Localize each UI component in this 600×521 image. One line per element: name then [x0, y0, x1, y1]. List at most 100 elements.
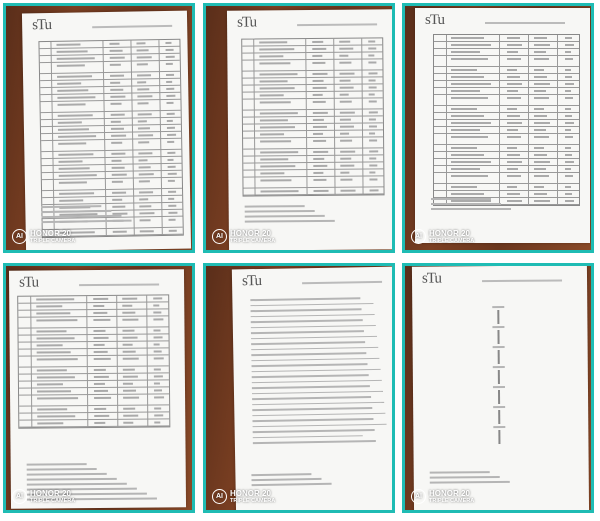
camera-watermark: AI HONOR 20 TRIPLE CAMERA [411, 489, 474, 504]
flowchart-step [492, 325, 505, 328]
photo-panel: sTu AI HONOR 20 TRIPLE CAMERA [402, 263, 594, 513]
text-line [252, 412, 386, 417]
camera-watermark: AI HONOR 20 TRIPLE CAMERA [212, 229, 275, 244]
data-table [17, 294, 171, 429]
table-row [434, 191, 579, 198]
text-line [251, 390, 383, 395]
text-line [251, 385, 370, 389]
table-row [434, 106, 579, 113]
photo-panel: sTu AI HONOR 20 TRIPLE CAMERA [3, 263, 195, 513]
table-row [434, 56, 579, 67]
text-line [252, 418, 374, 422]
text-line [251, 363, 368, 367]
watermark-brand: HONOR 20 [429, 228, 470, 238]
footer-text [244, 219, 335, 223]
text-line [251, 374, 369, 378]
table-row [434, 134, 579, 145]
watermark-sub: TRIPLE CAMERA [30, 237, 76, 244]
flowchart-step [493, 405, 506, 408]
text-line [251, 357, 380, 362]
document-page: sTu [411, 266, 590, 510]
flowchart-step [492, 305, 505, 308]
footer-text [244, 205, 305, 208]
text-line [250, 324, 376, 329]
camera-watermark: AI HONOR 20 TRIPLE CAMERA [12, 229, 75, 244]
text-line [251, 352, 367, 356]
company-logo: sTu [425, 12, 445, 28]
company-logo: sTu [241, 272, 262, 290]
watermark-brand: HONOR 20 [30, 488, 71, 498]
table-row [434, 42, 579, 49]
table-row [434, 35, 579, 42]
flowchart-arrow [497, 370, 500, 385]
watermark-sub: TRIPLE CAMERA [429, 497, 475, 504]
footer-text [251, 477, 322, 481]
honor-logo-icon: AI [212, 229, 227, 244]
photo-panel: sTu AI HONOR 20 TRIPLE CAMERA [203, 263, 395, 513]
text-line [250, 308, 362, 312]
photo-panel: sTu AI HONOR 20 TRIPLE CAMERA [203, 3, 395, 253]
flowchart-step [492, 345, 505, 348]
camera-watermark: AI HONOR 20 TRIPLE CAMERA [212, 489, 275, 504]
watermark-sub: TRIPLE CAMERA [30, 497, 76, 504]
flowchart-arrow [498, 410, 500, 425]
document-page: sTu [231, 266, 392, 510]
table-row [434, 127, 579, 134]
footer-text [429, 471, 490, 474]
text-line [250, 302, 374, 307]
honor-logo-icon: AI [12, 229, 27, 244]
table-row [434, 152, 579, 159]
company-logo: sTu [32, 16, 52, 34]
document-page: sTu [8, 269, 187, 509]
text-line [251, 341, 366, 345]
header-text [92, 24, 173, 29]
text-line [250, 313, 375, 318]
table-row [434, 198, 579, 205]
flowchart-arrow [498, 430, 500, 445]
footer-text [26, 477, 117, 481]
honor-logo-icon: AI [12, 489, 27, 504]
footer-text [26, 463, 87, 466]
watermark-brand: HONOR 20 [230, 228, 271, 238]
text-line [251, 379, 382, 384]
company-logo: sTu [421, 270, 442, 287]
data-table [433, 34, 580, 206]
footer-text [431, 203, 501, 205]
footer-text [251, 482, 332, 486]
table-row [434, 88, 579, 95]
footer-text [429, 476, 500, 479]
flowchart-arrow [497, 390, 500, 405]
footer-text [244, 214, 325, 218]
photo-panel: sTu AI HONOR 20 TRIPLE CAMERA [3, 3, 195, 253]
document-page: sTu [415, 8, 590, 243]
watermark-sub: TRIPLE CAMERA [230, 497, 276, 504]
watermark-sub: TRIPLE CAMERA [429, 237, 475, 244]
honor-logo-icon: AI [411, 229, 426, 244]
table-row [434, 159, 579, 166]
table-row [434, 95, 579, 106]
text-line [250, 319, 363, 323]
header-text [297, 23, 378, 27]
camera-watermark: AI HONOR 20 TRIPLE CAMERA [411, 229, 474, 244]
table-row [434, 145, 579, 152]
footer-text [26, 468, 97, 471]
watermark-brand: HONOR 20 [30, 228, 71, 238]
footer-text [26, 472, 107, 476]
table-row [19, 419, 170, 428]
table-row [434, 113, 579, 120]
text-line [252, 407, 373, 411]
table-row [434, 120, 579, 127]
footer-text [26, 482, 127, 486]
camera-watermark: AI HONOR 20 TRIPLE CAMERA [12, 489, 75, 504]
company-logo: sTu [18, 274, 39, 291]
flowchart-step [493, 425, 506, 428]
text-line [252, 423, 387, 428]
honor-logo-icon: AI [212, 489, 227, 504]
header-text [482, 279, 563, 283]
table-row [434, 166, 579, 173]
company-logo: sTu [236, 14, 257, 31]
data-table [241, 37, 385, 197]
photo-panel: sTu AI HONOR 20 TRIPLE CAMERA [402, 3, 594, 253]
honor-logo-icon: AI [411, 489, 426, 504]
header-text [302, 280, 383, 285]
